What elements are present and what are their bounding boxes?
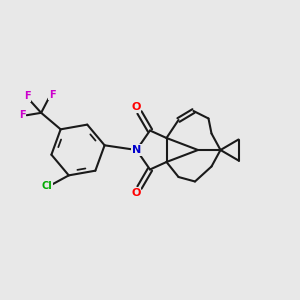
Text: O: O [131,188,141,198]
Text: F: F [24,91,31,101]
Text: F: F [19,110,26,120]
Text: F: F [49,89,56,100]
Text: Cl: Cl [41,181,52,191]
Text: N: N [132,145,141,155]
Text: O: O [131,102,141,112]
